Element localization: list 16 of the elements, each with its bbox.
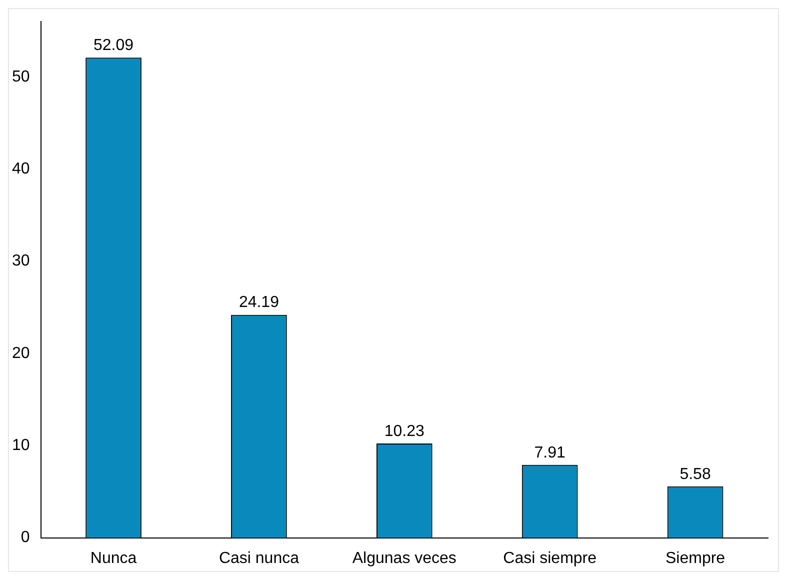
y-tick-label: 30 <box>12 252 30 270</box>
data-label: 24.19 <box>238 294 280 312</box>
data-label: 10.23 <box>384 422 425 440</box>
y-tick-label: 20 <box>12 344 30 362</box>
x-tick-label: Casi siempre <box>503 550 597 567</box>
x-tick-label: Algunas veces <box>352 550 456 567</box>
y-tick-label: 40 <box>12 160 30 178</box>
y-tick-label: 0 <box>20 529 30 546</box>
data-label: 52.09 <box>93 37 134 54</box>
data-label: 7.91 <box>534 444 566 462</box>
data-label: 5.58 <box>680 466 711 483</box>
x-tick-label: Siempre <box>665 550 726 567</box>
y-tick-label: 10 <box>12 437 30 454</box>
x-tick-label: Casi nunca <box>218 550 300 567</box>
x-tick-label: Nunca <box>90 550 137 567</box>
y-tick-label: 50 <box>12 68 30 86</box>
